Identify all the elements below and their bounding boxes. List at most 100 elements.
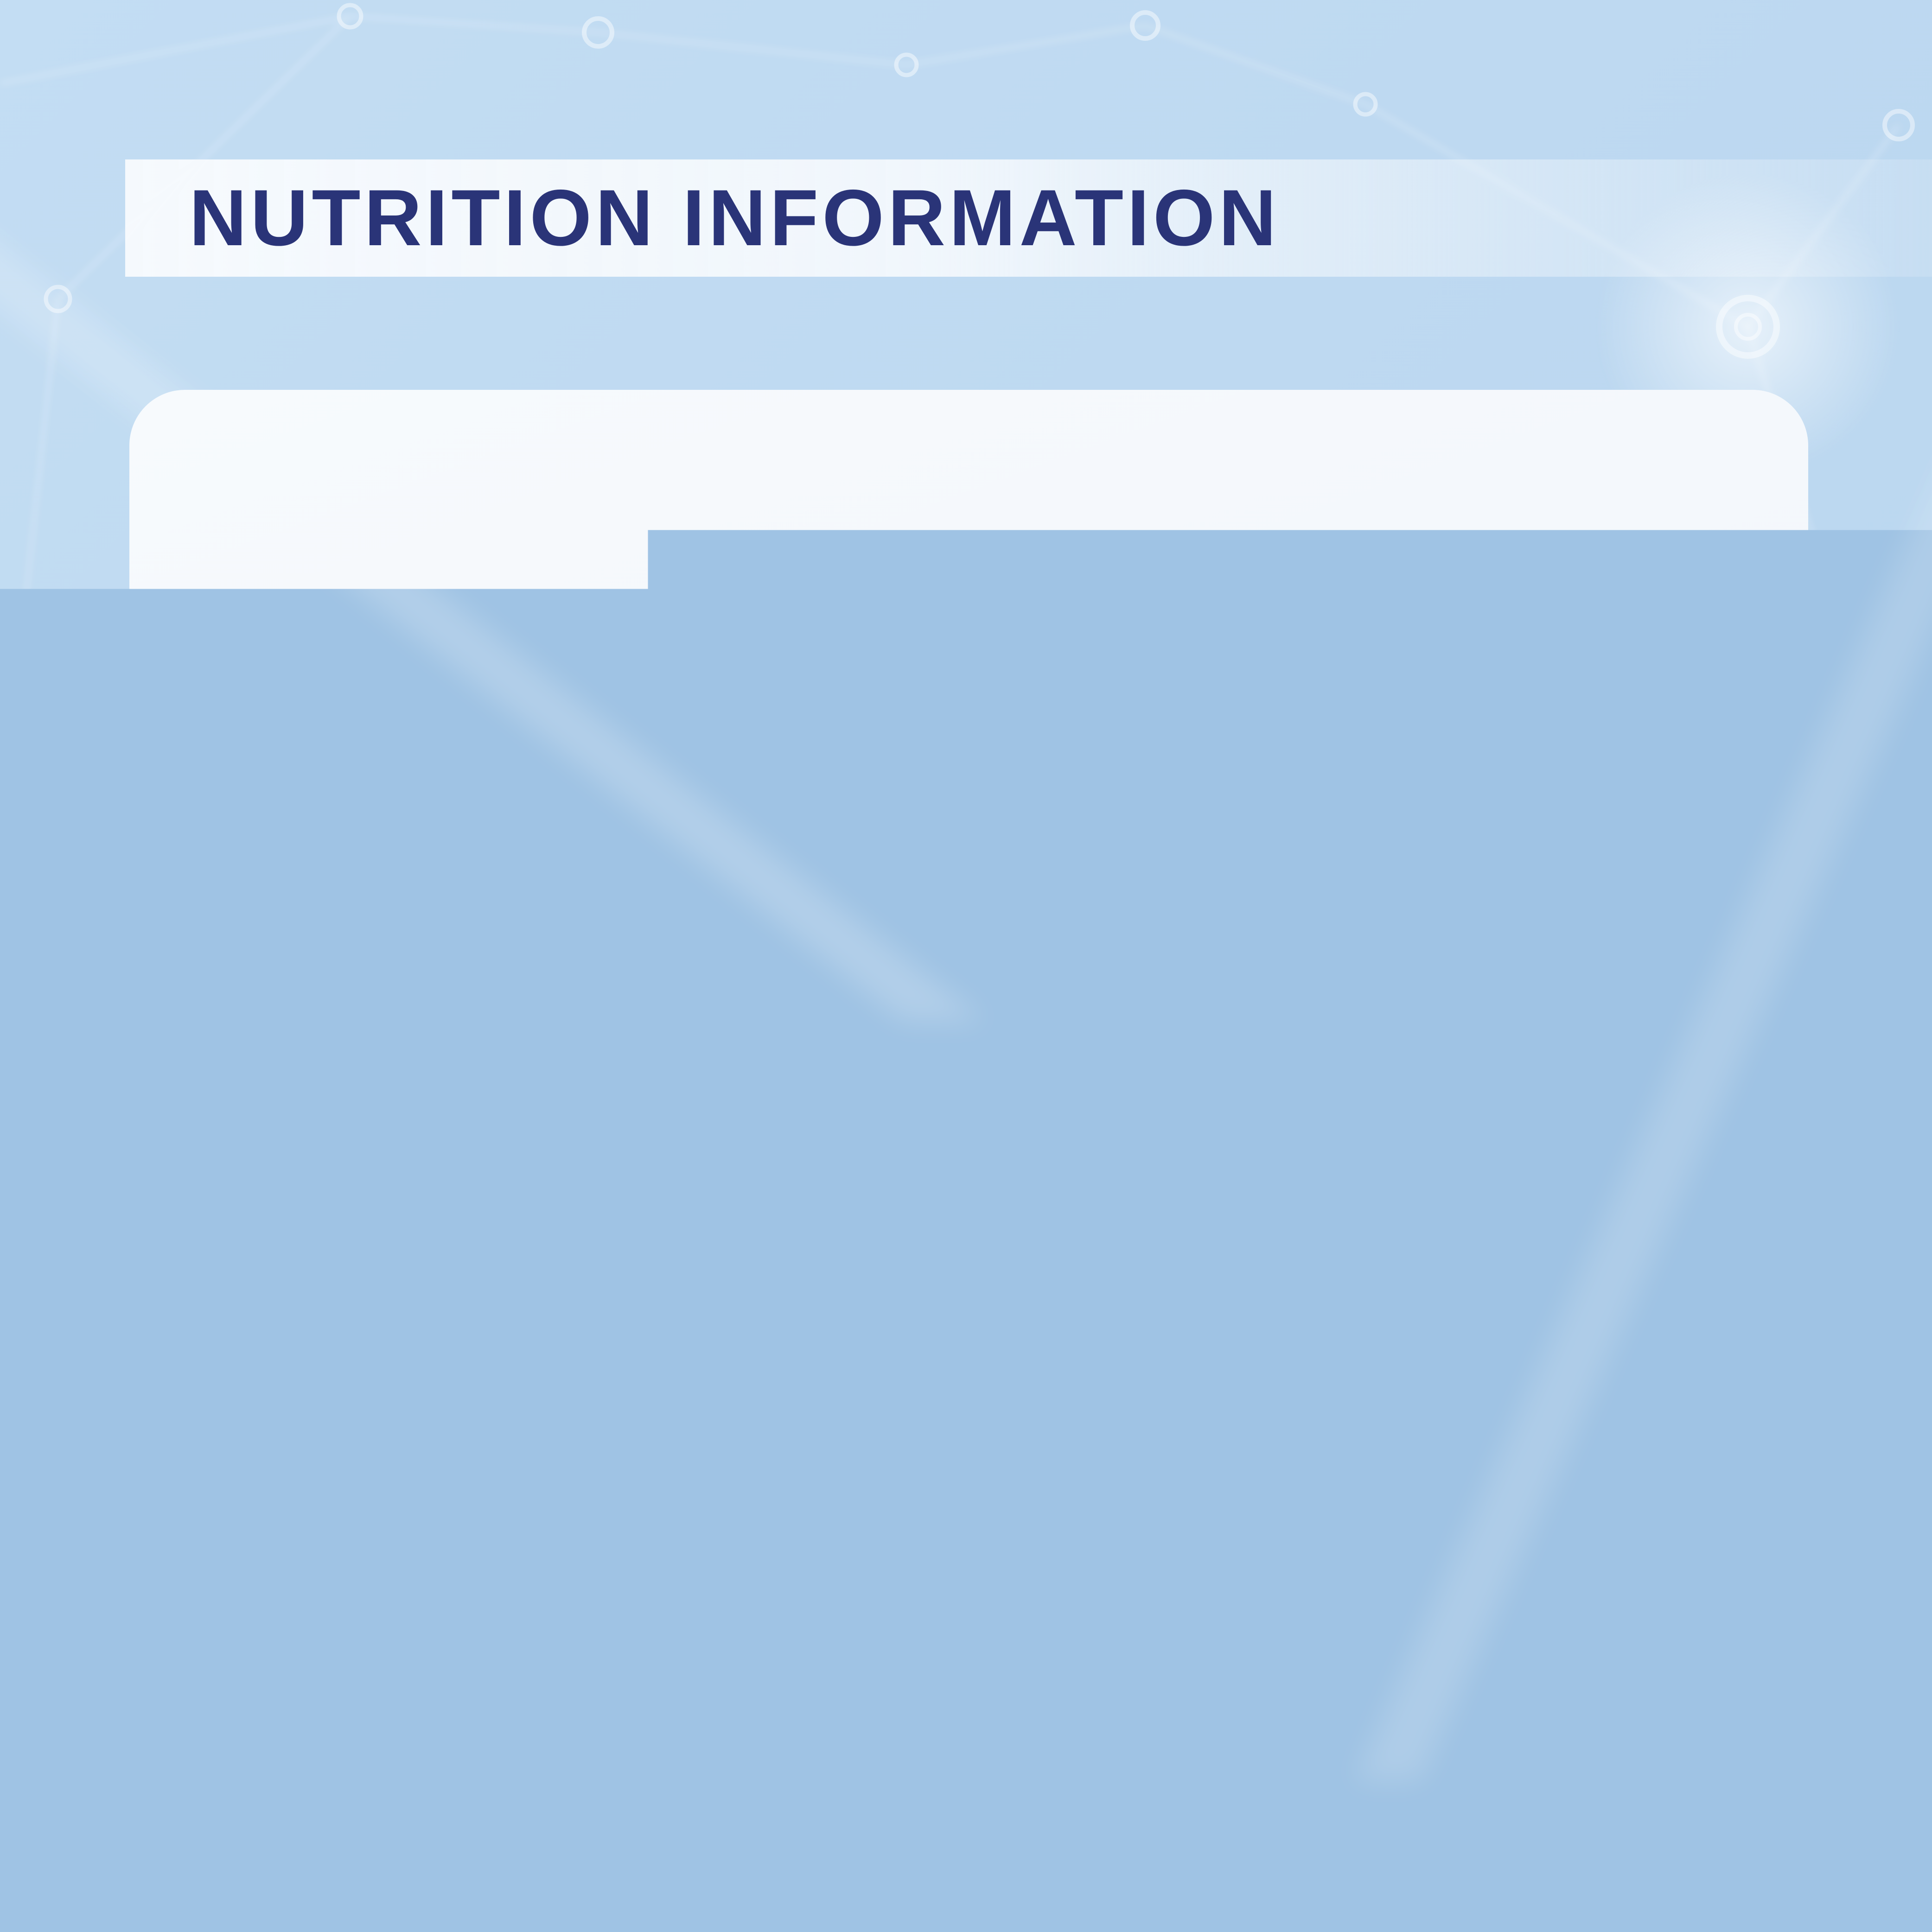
row-value-per-serving: 0.7 <box>937 1230 1061 1261</box>
row-nutrient-label: Protein <box>350 1531 647 1562</box>
table-row: DHA (Docosahexaenoic Acid) mg 128.0 46.6 <box>324 1371 1091 1421</box>
nutrition-table-right: Vitamin E IU 6.9 2.5 mg α-TE 4.6 1.7 Vitamin B₁… <box>1131 867 1887 1831</box>
row-unit: mg <box>1511 1625 1613 1656</box>
nutrition-table-left: Unit Per 100g Per serving 228ml**** Ener… <box>319 867 1091 1932</box>
row-nutrient-label: (90% scGOS*, 10% lcFOS**) <box>350 1831 647 1862</box>
row-value-per-100g: 12.4 <box>819 1531 915 1562</box>
table-row: Polyunsaturated fatty acid g 1.2 0.4 <box>324 1271 1091 1321</box>
row-unit: g <box>715 1280 802 1311</box>
row-value-per-100g: 128.0 <box>861 1380 957 1411</box>
row-value-per-serving: 161.6 <box>1751 1038 1873 1069</box>
row-unit: mg <box>757 1380 844 1411</box>
row-value-per-serving: 52 <box>1751 1518 1873 1549</box>
row-unit: mg <box>1511 1571 1613 1602</box>
row-unit: kJ <box>715 1080 802 1111</box>
table-row: Total sugar g 41.7 15.2 <box>324 1621 1091 1671</box>
row-nutrient-label: Vitamin A <box>350 1881 647 1912</box>
row-value-per-100g: 313.0 <box>819 1881 915 1912</box>
row-nutrient-label: (B.breve M-16V) <box>1161 1785 1443 1816</box>
row-value-per-serving: 9.5 <box>971 1430 1096 1462</box>
row-nutrient-label: Monounsaturated fatty acid <box>350 1230 647 1261</box>
row-value-per-100g: 54.0 <box>1631 1465 1729 1496</box>
row-nutrient-label: Bifidobacterium breve M-16V <box>1161 1731 1456 1762</box>
table-row: kJ 1789 651 <box>324 1070 1091 1120</box>
row-value-per-100g: 1789 <box>819 1080 915 1111</box>
table-row: Trans fatty acid g 0.3 0.1 <box>324 1471 1091 1521</box>
row-nutrient-label: Vitamin B₆ <box>1161 1145 1443 1176</box>
table-row: Vitamin B₆ mcg 580.0 211.1 <box>1135 1134 1887 1187</box>
row-unit: cfu <box>1511 1785 1613 1816</box>
row-unit: mcg <box>1511 985 1613 1016</box>
row-nutrient-label: Energy <box>350 1030 647 1061</box>
row-value-per-100g: 1.7 <box>1631 1625 1729 1656</box>
row-value-per-serving: 11.6 <box>1751 1678 1873 1709</box>
table-row: Vitamin B₂ mcg 444.0 161.6 <box>1135 1027 1887 1080</box>
row-unit: g <box>715 1831 802 1862</box>
table-row: Omega 3 (Alpha-Linolenic Acid) mg 102.0 37.… <box>324 1321 1091 1371</box>
row-value-per-100g: 3.1 <box>819 1831 915 1862</box>
row-nutrient-label: EPA (Eicosapentaenoic acid) <box>350 1430 676 1462</box>
row-value-per-serving: 4.6 <box>937 1130 1061 1161</box>
table-row: Vitamin B₁₂ mcg 0.3 0.1 <box>1135 1240 1887 1294</box>
row-value-per-serving: 0.1 <box>1751 1252 1873 1283</box>
row-nutrient-label: Vitamin B₁₂ <box>1161 1252 1443 1283</box>
row-nutrient-label: Zinc <box>1161 1625 1443 1656</box>
row-nutrient-label: DHA (Docosahexaenoic Acid) <box>350 1380 683 1411</box>
row-value-per-serving: 4.5 <box>937 1531 1061 1562</box>
left-table-header: Unit Per 100g Per serving 228ml**** <box>324 867 1091 995</box>
table-row: Bifidobacterium breve M-16V <box>1135 1720 1887 1773</box>
row-value-per-100g: 56.0 <box>1631 1198 1729 1229</box>
row-nutrient-label: Vitamin B₁ <box>1161 985 1443 1016</box>
header-per-100g-line1: Per <box>879 916 915 953</box>
row-value-per-serving: 14.9 <box>937 1681 1061 1712</box>
row-value-per-serving: 0.0 <box>937 1731 1061 1762</box>
row-value-per-serving: 2.4 <box>937 1180 1061 1211</box>
row-value-per-100g: 102.0 <box>886 1330 982 1361</box>
table-row: Lactose g 41.0 14.9 <box>324 1671 1091 1721</box>
row-value-per-serving: 974.1 <box>1751 1092 1873 1123</box>
table-row: Calcium mg 484.0 176.2 <box>1135 1347 1887 1400</box>
row-nutrient-label: Carbohydrate <box>350 1581 647 1612</box>
nutrition-card: Unit Per 100g Per serving 228ml**** Ener… <box>129 390 1808 1825</box>
row-value-per-serving: 211.1 <box>1751 1145 1873 1176</box>
row-unit: mg <box>1511 1411 1613 1443</box>
row-nutrient-label: Polyunsaturated fatty acid <box>350 1280 647 1311</box>
row-unit: g <box>715 1581 802 1612</box>
row-value-per-100g: 5.3 <box>1631 1571 1729 1602</box>
left-table-rows: Energy kcal 426 155 kJ 1789 651 Fat g 12.7 4.6 Satu… <box>324 999 1091 1932</box>
row-value-per-100g: 580.0 <box>1631 1145 1729 1176</box>
header-per-serving-line3: 228ml**** <box>961 953 1061 991</box>
row-unit: mcg <box>1511 1252 1613 1283</box>
row-value-per-serving: 1.9 <box>1751 1571 1873 1602</box>
row-unit: g <box>715 1230 802 1261</box>
row-nutrient-label: Vitamin E <box>1161 878 1443 909</box>
table-row: Fat g 12.7 4.6 <box>324 1120 1091 1170</box>
row-nutrient-label: Folic Acid <box>1161 1198 1443 1229</box>
table-row: Vitamin B₁ mcg 402.0 146.3 <box>1135 974 1887 1027</box>
row-value-per-100g: 444.0 <box>1631 1038 1729 1069</box>
row-value-per-100g: 0.3 <box>1631 1252 1729 1283</box>
footnote-line: ** long chain fructo-oligosaccharides (l… <box>1131 1927 1821 1932</box>
table-row: Monounsaturated fatty acid g 2.0 0.7 <box>324 1220 1091 1271</box>
row-value-per-100g: 50.0 <box>1631 1305 1729 1336</box>
table-row: Vitamin A IU 313.0 113.9 <box>324 1871 1091 1921</box>
row-value-per-100g: 6.5 <box>819 1180 915 1211</box>
row-value-per-100g: 0.3 <box>819 1481 915 1512</box>
row-unit: IU <box>715 1881 802 1912</box>
header-underline <box>349 995 1091 999</box>
table-row: Vitamin E IU 6.9 2.5 <box>1135 867 1887 921</box>
row-nutrient-label: Sucrose <box>350 1731 647 1762</box>
row-nutrient-label: Fat <box>350 1130 647 1161</box>
row-unit: mcg <box>1511 1038 1613 1069</box>
table-row: Sucrose g 0.0 0.0 <box>324 1721 1091 1771</box>
row-nutrient-label: Saturated fatty acid <box>350 1180 647 1211</box>
table-row: Saturated fatty acid g 6.5 2.4 <box>324 1170 1091 1220</box>
row-value-per-serving: 37.1 <box>1005 1330 1129 1361</box>
row-value-per-serving: 20.4 <box>1751 1198 1873 1229</box>
row-value-per-serving: 46.6 <box>979 1380 1103 1411</box>
row-nutrient-label: Total sugar <box>350 1631 647 1662</box>
row-value-per-serving: 113.9 <box>937 1881 1061 1912</box>
table-row: Protein g 12.4 4.5 <box>324 1521 1091 1571</box>
table-row: Oligosaccharides mixture <box>324 1771 1091 1821</box>
header-unit-label: Unit <box>757 953 802 991</box>
